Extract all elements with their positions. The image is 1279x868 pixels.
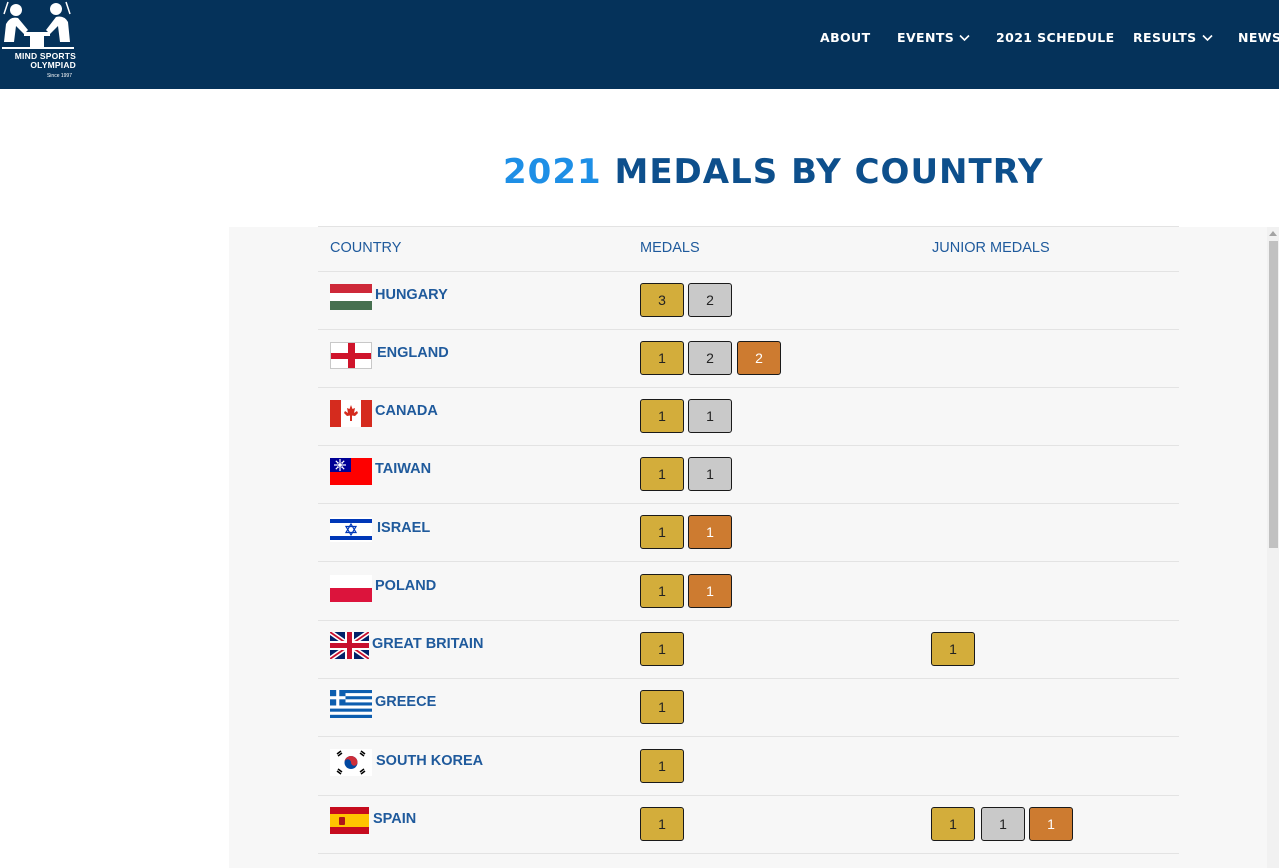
nav-events-label: EVENTS	[897, 30, 955, 45]
gold-medal-count: 1	[640, 574, 684, 608]
logo-line-2: OLYMPIAD	[30, 60, 76, 70]
logo-wordmark: MIND SPORTS OLYMPIAD	[0, 52, 76, 70]
canada-flag-icon	[330, 400, 372, 427]
spain-flag-icon	[330, 807, 369, 834]
logo-line-1: MIND SPORTS	[14, 51, 76, 61]
country-name[interactable]: GREAT BRITAIN	[372, 636, 484, 652]
country-name[interactable]: CANADA	[375, 403, 438, 419]
gold-medal-count: 1	[640, 399, 684, 433]
south-korea-flag-icon	[330, 749, 372, 776]
england-flag-icon	[330, 342, 372, 369]
row-divider	[318, 329, 1179, 330]
page-title-text: MEDALS BY COUNTRY	[614, 152, 1044, 192]
row-divider	[318, 387, 1179, 388]
silver-medal-count: 2	[688, 283, 732, 317]
scroll-up-arrow-icon[interactable]	[1269, 231, 1277, 236]
page-title-year: 2021	[503, 152, 602, 192]
row-divider	[318, 736, 1179, 737]
scrollbar-thumb[interactable]	[1269, 241, 1278, 548]
taiwan-flag-icon	[330, 458, 372, 485]
country-name[interactable]: SOUTH KOREA	[376, 753, 484, 769]
country-name[interactable]: HUNGARY	[375, 287, 448, 303]
gold-medal-count: 1	[640, 515, 684, 549]
israel-flag-icon	[330, 517, 372, 542]
nav-results[interactable]: RESULTS	[1133, 30, 1213, 46]
nav-news-label: NEWS	[1238, 30, 1279, 45]
great-britain-flag-icon	[330, 632, 369, 659]
row-divider	[318, 445, 1179, 446]
logo-since: Since 1997	[46, 73, 72, 79]
row-divider	[318, 853, 1179, 854]
gold-medal-count: 1	[640, 749, 684, 783]
silver-medal-count: 1	[688, 399, 732, 433]
country-name[interactable]: ISRAEL	[377, 520, 431, 536]
row-divider	[318, 678, 1179, 679]
nav-schedule-label: 2021 SCHEDULE	[996, 30, 1115, 45]
table-top-divider	[318, 226, 1179, 227]
bronze-medal-count: 2	[737, 341, 781, 375]
gold-medal-count: 1	[640, 690, 684, 724]
gold-medal-count: 1	[640, 341, 684, 375]
junior-gold-medal-count: 1	[931, 632, 975, 666]
column-header-medals: MEDALS	[640, 240, 700, 256]
country-name[interactable]: POLAND	[375, 578, 437, 594]
country-name[interactable]: SPAIN	[373, 811, 417, 827]
gold-medal-count: 1	[640, 807, 684, 841]
row-divider	[318, 561, 1179, 562]
hungary-flag-icon	[330, 284, 372, 310]
column-header-junior-medals: JUNIOR MEDALS	[932, 240, 1050, 256]
row-divider	[318, 503, 1179, 504]
column-header-country: COUNTRY	[330, 240, 402, 256]
greece-flag-icon	[330, 690, 372, 718]
bronze-medal-count: 1	[688, 574, 732, 608]
mind-sports-olympiad-logo[interactable]: MIND SPORTS OLYMPIAD Since 1997	[0, 0, 80, 84]
nav-results-label: RESULTS	[1133, 30, 1197, 45]
gold-medal-count: 3	[640, 283, 684, 317]
nav-about-label: ABOUT	[820, 30, 871, 45]
junior-gold-medal-count: 1	[931, 807, 975, 841]
silver-medal-count: 1	[688, 457, 732, 491]
country-name[interactable]: GREECE	[375, 694, 437, 710]
junior-bronze-medal-count: 1	[1029, 807, 1073, 841]
country-name[interactable]: TAIWAN	[375, 461, 432, 477]
table-header-divider	[318, 271, 1179, 272]
chevron-down-icon	[1201, 30, 1213, 45]
nav-events[interactable]: EVENTS	[897, 30, 970, 46]
junior-silver-medal-count: 1	[981, 807, 1025, 841]
medals-table-panel	[229, 227, 1279, 868]
site-header: MIND SPORTS OLYMPIAD Since 1997 ABOUT EV…	[0, 0, 1279, 89]
page-title: 2021 MEDALS BY COUNTRY	[503, 152, 1044, 192]
gold-medal-count: 1	[640, 457, 684, 491]
row-divider	[318, 620, 1179, 621]
chevron-down-icon	[959, 30, 970, 45]
silver-medal-count: 2	[688, 341, 732, 375]
row-divider	[318, 795, 1179, 796]
country-name[interactable]: ENGLAND	[377, 345, 449, 361]
players-emblem-icon	[2, 1, 74, 49]
nav-news[interactable]: NEWS	[1238, 30, 1279, 46]
bronze-medal-count: 1	[688, 515, 732, 549]
poland-flag-icon	[330, 575, 372, 602]
nav-about[interactable]: ABOUT	[820, 30, 871, 46]
gold-medal-count: 1	[640, 632, 684, 666]
nav-2021-schedule[interactable]: 2021 SCHEDULE	[996, 30, 1115, 46]
